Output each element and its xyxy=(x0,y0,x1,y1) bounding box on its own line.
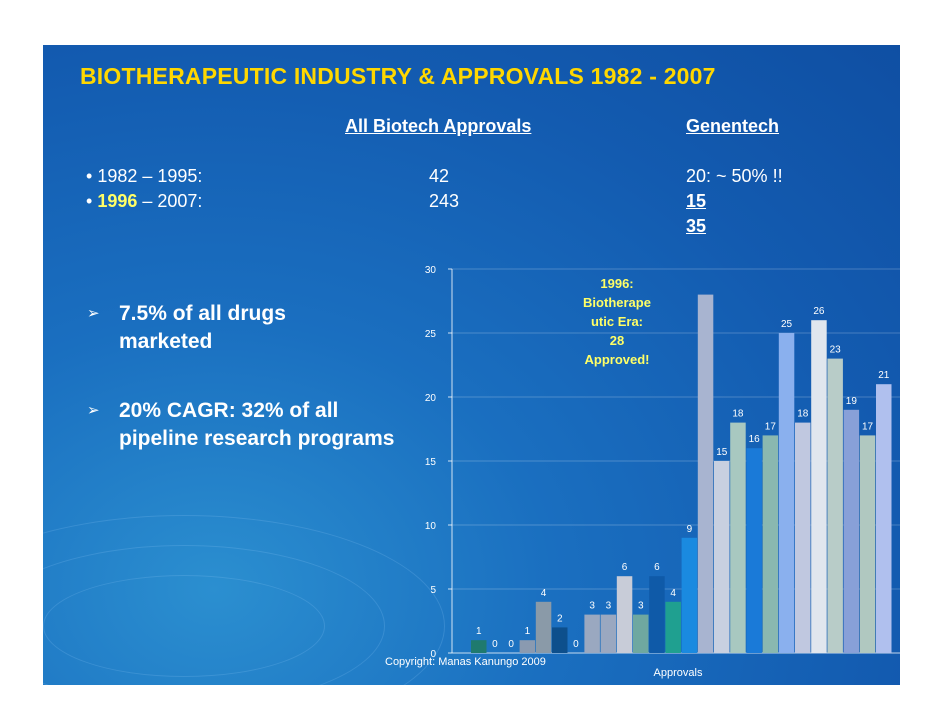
bar xyxy=(649,576,665,653)
bar xyxy=(843,409,860,653)
annotation-line: utic Era: xyxy=(591,314,643,329)
bar-value-label: 26 xyxy=(813,306,825,317)
bullet-text: 7.5% of all drugs marketed xyxy=(119,302,286,353)
bar xyxy=(681,537,698,653)
x-axis-label: Approvals xyxy=(654,667,703,679)
slide-title: BIOTHERAPEUTIC INDUSTRY & APPROVALS 1982… xyxy=(80,63,716,89)
bar-value-label: 17 xyxy=(765,421,777,432)
era-annotation: 1996: Biotherape utic Era: 28 Approved! xyxy=(583,276,651,367)
copyright-note: Copyright: Manas Kanungo 2009 xyxy=(385,656,546,668)
annotation-line: Approved! xyxy=(585,352,650,367)
y-tick-label: 10 xyxy=(425,521,437,532)
bar-value-label: 0 xyxy=(492,639,498,650)
bar xyxy=(795,422,811,653)
bar xyxy=(535,601,552,653)
bar xyxy=(762,435,779,653)
bar xyxy=(730,422,746,653)
bar xyxy=(519,640,536,653)
bar-value-label: 18 xyxy=(797,409,809,420)
y-tick-label: 5 xyxy=(430,585,436,596)
row-range: – 2007: xyxy=(137,191,203,211)
bar-value-label: 16 xyxy=(749,434,761,445)
genentech-total: 35 xyxy=(686,216,707,236)
bar-value-label: 15 xyxy=(716,447,728,458)
row-year: 1982 xyxy=(97,166,138,186)
all-approvals-1: 42 xyxy=(429,166,450,186)
y-tick-label: 0 xyxy=(430,649,436,660)
bar-value-label: 6 xyxy=(622,562,628,573)
annotation-line: 28 xyxy=(610,333,624,348)
bullet-cagr: ➢ 20% CAGR: 32% of all pipeline research… xyxy=(87,397,399,453)
row-bullet: • xyxy=(86,166,93,186)
arrow-bullet-icon: ➢ xyxy=(87,402,100,419)
bar xyxy=(746,448,762,653)
genentech-approvals-2: 15 xyxy=(686,191,707,211)
bar xyxy=(584,614,600,653)
bar xyxy=(697,294,714,653)
header-all-biotech: All Biotech Approvals xyxy=(345,116,532,136)
bar-value-label: 6 xyxy=(654,562,660,573)
bar-value-label: 23 xyxy=(830,345,842,356)
genentech-approvals-1: 20: ~ 50% !! xyxy=(686,166,783,186)
arrow-bullet-icon: ➢ xyxy=(87,305,100,322)
bar xyxy=(600,614,617,653)
row-year-highlight: 1996 xyxy=(97,191,138,211)
bar xyxy=(811,320,827,653)
y-tick-label: 25 xyxy=(425,329,437,340)
bar xyxy=(665,601,681,653)
period-row-1: • 1982 – 1995: xyxy=(86,166,202,187)
bullet-text: 20% CAGR: 32% of all pipeline research p… xyxy=(119,399,395,450)
row-bullet: • xyxy=(86,191,93,211)
all-approvals-2: 243 xyxy=(429,191,460,211)
bar xyxy=(876,384,892,653)
y-tick-label: 20 xyxy=(425,393,437,404)
bar-value-label: 25 xyxy=(781,319,793,330)
bar xyxy=(552,627,568,653)
bar-value-label: 1 xyxy=(525,626,531,637)
bar xyxy=(616,576,633,653)
y-tick-label: 15 xyxy=(425,457,437,468)
bar-value-label: 9 xyxy=(687,524,693,535)
bar-value-label: 3 xyxy=(606,601,612,612)
bar-value-label: 3 xyxy=(638,601,644,612)
bar xyxy=(633,614,649,653)
row-range: – 1995: xyxy=(137,166,203,186)
bar-value-label: 4 xyxy=(670,588,676,599)
bar-value-label: 0 xyxy=(573,639,579,650)
bar-value-label: 4 xyxy=(541,588,547,599)
bar-value-label: 3 xyxy=(589,601,595,612)
bar-value-label: 2 xyxy=(557,613,563,624)
bar xyxy=(827,358,843,653)
decorative-ripple xyxy=(43,575,325,677)
y-tick-label: 30 xyxy=(425,265,437,276)
annotation-line: Biotherape xyxy=(583,295,651,310)
bar xyxy=(471,640,487,653)
bar-value-label: 1 xyxy=(476,626,482,637)
slide: BIOTHERAPEUTIC INDUSTRY & APPROVALS 1982… xyxy=(43,45,900,685)
bar-value-label: 18 xyxy=(732,409,744,420)
bar-value-label: 17 xyxy=(862,421,874,432)
bar-value-label: 0 xyxy=(508,639,514,650)
annotation-line: 1996: xyxy=(600,276,633,291)
bar xyxy=(714,461,730,653)
bar-value-label: 21 xyxy=(878,370,890,381)
bar xyxy=(859,435,876,653)
period-row-2: • 1996 – 2007: xyxy=(86,191,202,212)
bar-value-label: 19 xyxy=(846,396,858,407)
bullet-drugs-marketed: ➢ 7.5% of all drugs marketed xyxy=(87,300,369,356)
header-genentech: Genentech xyxy=(686,116,780,136)
bar xyxy=(778,333,795,653)
